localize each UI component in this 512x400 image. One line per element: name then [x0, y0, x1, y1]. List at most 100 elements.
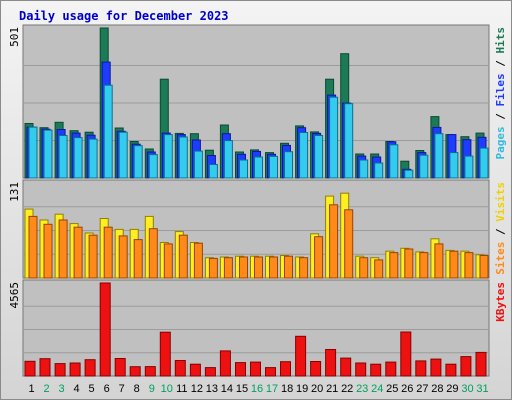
x-tick-label-day-26: 26 [401, 383, 413, 395]
x-tick-label-day-17: 17 [266, 383, 278, 395]
bar-kbytes-day-13 [204, 367, 216, 377]
bar-sites-day-24 [374, 259, 384, 279]
bar-pages-day-10 [163, 134, 173, 179]
bar-sites-day-6 [103, 226, 113, 279]
bar-pages-day-29 [449, 152, 459, 179]
x-tick-label-day-1: 1 [28, 383, 34, 395]
bar-pages-day-9 [148, 154, 158, 179]
bar-sites-day-4 [73, 226, 83, 279]
bar-pages-day-7 [118, 131, 128, 179]
bar-kbytes-day-30 [460, 356, 472, 377]
bar-sites-day-11 [178, 234, 188, 279]
bar-sites-day-25 [389, 252, 399, 279]
bar-pages-day-3 [58, 135, 68, 179]
x-tick-label-day-10: 10 [161, 383, 173, 395]
bar-sites-day-31 [479, 255, 489, 279]
bar-sites-day-26 [404, 248, 414, 279]
bar-kbytes-day-28 [430, 358, 442, 377]
x-tick-label-day-4: 4 [74, 383, 80, 395]
bar-kbytes-day-11 [174, 360, 186, 377]
bar-sites-day-3 [58, 219, 68, 279]
bar-sites-day-27 [419, 252, 429, 279]
bar-kbytes-day-25 [385, 361, 397, 377]
y-max-label: 131 [8, 182, 21, 202]
x-tick-label-day-16: 16 [251, 383, 263, 395]
bar-sites-day-8 [133, 239, 143, 279]
bar-kbytes-day-24 [370, 363, 382, 377]
x-tick-label-day-27: 27 [416, 383, 428, 395]
bar-kbytes-day-6 [99, 282, 111, 377]
bar-pages-day-14 [223, 140, 233, 179]
x-tick-label-day-29: 29 [446, 383, 458, 395]
bar-sites-day-5 [88, 234, 98, 279]
x-tick-label-day-25: 25 [386, 383, 398, 395]
panel-visits-sites: 131 Sites / Visits [8, 179, 507, 279]
bar-kbytes-day-29 [445, 363, 457, 377]
bar-pages-day-1 [28, 126, 38, 179]
bar-pages-day-26 [404, 169, 414, 179]
x-tick-label-day-14: 14 [221, 383, 233, 395]
bar-sites-day-15 [239, 256, 248, 279]
bar-pages-day-18 [284, 151, 293, 179]
x-tick-label-day-20: 20 [311, 383, 323, 395]
bar-pages-day-19 [299, 132, 309, 179]
bar-kbytes-day-19 [295, 335, 307, 377]
legend-kbytes: KBytes [494, 282, 507, 322]
x-tick-label-day-6: 6 [104, 383, 110, 395]
bar-sites-day-22 [344, 209, 354, 279]
bar-kbytes-day-22 [340, 357, 352, 377]
bar-sites-day-1 [28, 215, 38, 279]
bar-sites-day-16 [254, 256, 263, 279]
bar-kbytes-day-3 [54, 363, 66, 377]
x-tick-label-day-31: 31 [476, 383, 488, 395]
bar-kbytes-day-5 [84, 359, 96, 377]
bar-sites-day-20 [314, 236, 324, 279]
bar-sites-day-12 [193, 242, 203, 279]
bar-pages-day-20 [314, 135, 324, 179]
bar-kbytes-day-31 [475, 351, 487, 377]
bar-sites-day-28 [434, 243, 444, 279]
bar-kbytes-day-26 [400, 331, 412, 377]
x-tick-label-day-23: 23 [356, 383, 368, 395]
bar-kbytes-day-23 [355, 362, 367, 377]
bar-pages-day-12 [193, 150, 203, 179]
bar-kbytes-day-15 [235, 362, 246, 377]
bar-sites-day-29 [449, 250, 459, 279]
x-tick-label-day-13: 13 [206, 383, 218, 395]
chart-title: Daily usage for December 2023 [19, 9, 229, 23]
bar-sites-day-23 [359, 257, 369, 279]
bar-pages-day-2 [43, 129, 53, 179]
bar-sites-day-10 [163, 243, 173, 279]
bar-kbytes-day-16 [250, 361, 261, 377]
bar-pages-day-15 [239, 159, 248, 179]
x-tick-label-day-15: 15 [236, 383, 248, 395]
x-tick-label-day-9: 9 [149, 383, 155, 395]
bar-sites-day-21 [329, 204, 339, 279]
x-tick-label-day-8: 8 [134, 383, 140, 395]
bar-kbytes-day-12 [189, 363, 201, 377]
y-max-label: 501 [8, 27, 21, 47]
bar-kbytes-day-2 [39, 358, 51, 377]
bar-sites-day-19 [299, 257, 309, 279]
bar-pages-day-6 [103, 84, 113, 179]
x-tick-label-day-12: 12 [191, 383, 203, 395]
bar-sites-day-17 [269, 256, 278, 279]
bar-pages-day-13 [208, 164, 218, 179]
bar-pages-day-30 [464, 155, 474, 179]
bar-pages-day-11 [178, 136, 188, 179]
y-max-label: 4565 [8, 282, 21, 309]
bar-kbytes-day-20 [310, 361, 322, 377]
bar-sites-day-7 [118, 235, 128, 279]
bar-pages-day-17 [269, 155, 278, 179]
bar-kbytes-day-14 [219, 350, 231, 377]
bar-pages-day-5 [88, 138, 98, 179]
bar-kbytes-day-10 [159, 331, 171, 377]
x-tick-label-day-18: 18 [281, 383, 293, 395]
x-tick-label-day-2: 2 [43, 383, 49, 395]
bar-sites-day-18 [284, 255, 293, 279]
bar-kbytes-day-27 [415, 360, 427, 377]
bar-sites-day-30 [464, 252, 474, 279]
x-tick-label-day-3: 3 [59, 383, 65, 395]
bar-pages-day-16 [254, 156, 263, 179]
bar-pages-day-4 [73, 137, 83, 179]
